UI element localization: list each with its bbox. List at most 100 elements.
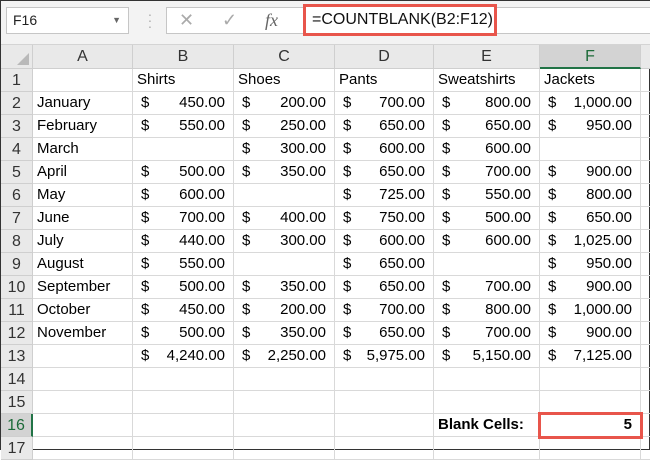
enter-icon[interactable]: ✓ bbox=[222, 10, 238, 30]
cell-F11[interactable]: $1,000.00 bbox=[540, 299, 641, 322]
cell-G15[interactable] bbox=[641, 391, 650, 414]
cell-G16[interactable] bbox=[641, 414, 650, 437]
cell-A17[interactable] bbox=[33, 437, 133, 460]
cell-F1[interactable]: Jackets bbox=[540, 69, 641, 92]
cell-D3[interactable]: $650.00 bbox=[335, 115, 434, 138]
cell-F13[interactable]: $7,125.00 bbox=[540, 345, 641, 368]
cell-B2[interactable]: $450.00 bbox=[133, 92, 234, 115]
cell-E3[interactable]: $650.00 bbox=[434, 115, 540, 138]
cell-F7[interactable]: $650.00 bbox=[540, 207, 641, 230]
cell-B3[interactable]: $550.00 bbox=[133, 115, 234, 138]
cell-A6[interactable]: May bbox=[33, 184, 133, 207]
row-header-7[interactable]: 7 bbox=[1, 207, 33, 230]
chevron-down-icon[interactable]: ▼ bbox=[112, 15, 121, 25]
cell-B12[interactable]: $500.00 bbox=[133, 322, 234, 345]
formula-text[interactable]: =COUNTBLANK(B2:F12) bbox=[303, 4, 497, 36]
row-header-2[interactable]: 2 bbox=[1, 92, 33, 115]
cell-C16[interactable] bbox=[234, 414, 335, 437]
cell-B8[interactable]: $440.00 bbox=[133, 230, 234, 253]
cell-B17[interactable] bbox=[133, 437, 234, 460]
row-header-8[interactable]: 8 bbox=[1, 230, 33, 253]
cell-G13[interactable] bbox=[641, 345, 650, 368]
row-header-10[interactable]: 10 bbox=[1, 276, 33, 299]
cell-F6[interactable]: $800.00 bbox=[540, 184, 641, 207]
column-header-A[interactable]: A bbox=[33, 45, 133, 69]
cell-E9[interactable] bbox=[434, 253, 540, 276]
cell-E16[interactable]: Blank Cells: bbox=[434, 414, 540, 437]
cell-C3[interactable]: $250.00 bbox=[234, 115, 335, 138]
cell-B4[interactable] bbox=[133, 138, 234, 161]
column-header-B[interactable]: B bbox=[133, 45, 234, 69]
row-header-11[interactable]: 11 bbox=[1, 299, 33, 322]
cell-A5[interactable]: April bbox=[33, 161, 133, 184]
cell-B9[interactable]: $550.00 bbox=[133, 253, 234, 276]
cell-B1[interactable]: Shirts bbox=[133, 69, 234, 92]
cell-A9[interactable]: August bbox=[33, 253, 133, 276]
cell-D8[interactable]: $600.00 bbox=[335, 230, 434, 253]
cell-A11[interactable]: October bbox=[33, 299, 133, 322]
row-header-13[interactable]: 13 bbox=[1, 345, 33, 368]
cell-G4[interactable] bbox=[641, 138, 650, 161]
row-header-6[interactable]: 6 bbox=[1, 184, 33, 207]
cell-A14[interactable] bbox=[33, 368, 133, 391]
cell-C10[interactable]: $350.00 bbox=[234, 276, 335, 299]
row-header-4[interactable]: 4 bbox=[1, 138, 33, 161]
cell-F10[interactable]: $900.00 bbox=[540, 276, 641, 299]
cell-F14[interactable] bbox=[540, 368, 641, 391]
column-header-F[interactable]: F bbox=[540, 45, 641, 69]
cell-D9[interactable]: $650.00 bbox=[335, 253, 434, 276]
cell-G10[interactable] bbox=[641, 276, 650, 299]
cell-A12[interactable]: November bbox=[33, 322, 133, 345]
cell-C7[interactable]: $400.00 bbox=[234, 207, 335, 230]
cell-C11[interactable]: $200.00 bbox=[234, 299, 335, 322]
cell-B10[interactable]: $500.00 bbox=[133, 276, 234, 299]
cell-C13[interactable]: $2,250.00 bbox=[234, 345, 335, 368]
cell-A15[interactable] bbox=[33, 391, 133, 414]
cell-B14[interactable] bbox=[133, 368, 234, 391]
cell-E5[interactable]: $700.00 bbox=[434, 161, 540, 184]
cell-E17[interactable] bbox=[434, 437, 540, 460]
insert-function-icon[interactable]: fx bbox=[265, 10, 278, 30]
row-header-1[interactable]: 1 bbox=[1, 69, 33, 92]
cell-D15[interactable] bbox=[335, 391, 434, 414]
cell-B7[interactable]: $700.00 bbox=[133, 207, 234, 230]
cell-G2[interactable] bbox=[641, 92, 650, 115]
cell-B16[interactable] bbox=[133, 414, 234, 437]
cell-F2[interactable]: $1,000.00 bbox=[540, 92, 641, 115]
cell-B15[interactable] bbox=[133, 391, 234, 414]
column-header-C[interactable]: C bbox=[234, 45, 335, 69]
cell-E11[interactable]: $800.00 bbox=[434, 299, 540, 322]
column-header-D[interactable]: D bbox=[335, 45, 434, 69]
cell-G11[interactable] bbox=[641, 299, 650, 322]
cell-B11[interactable]: $450.00 bbox=[133, 299, 234, 322]
cell-G5[interactable] bbox=[641, 161, 650, 184]
cell-D7[interactable]: $750.00 bbox=[335, 207, 434, 230]
cell-D1[interactable]: Pants bbox=[335, 69, 434, 92]
cell-E6[interactable]: $550.00 bbox=[434, 184, 540, 207]
cell-C1[interactable]: Shoes bbox=[234, 69, 335, 92]
cell-E2[interactable]: $800.00 bbox=[434, 92, 540, 115]
cell-D17[interactable] bbox=[335, 437, 434, 460]
cell-G12[interactable] bbox=[641, 322, 650, 345]
cell-F9[interactable]: $950.00 bbox=[540, 253, 641, 276]
row-header-12[interactable]: 12 bbox=[1, 322, 33, 345]
row-header-3[interactable]: 3 bbox=[1, 115, 33, 138]
cell-E1[interactable]: Sweatshirts bbox=[434, 69, 540, 92]
cell-C12[interactable]: $350.00 bbox=[234, 322, 335, 345]
cell-D11[interactable]: $700.00 bbox=[335, 299, 434, 322]
cell-B6[interactable]: $600.00 bbox=[133, 184, 234, 207]
cell-A1[interactable] bbox=[33, 69, 133, 92]
cell-C2[interactable]: $200.00 bbox=[234, 92, 335, 115]
cell-D13[interactable]: $5,975.00 bbox=[335, 345, 434, 368]
cell-D14[interactable] bbox=[335, 368, 434, 391]
cell-F4[interactable] bbox=[540, 138, 641, 161]
cancel-icon[interactable]: ✕ bbox=[179, 10, 195, 30]
column-header-E[interactable]: E bbox=[434, 45, 540, 69]
row-header-15[interactable]: 15 bbox=[1, 391, 33, 414]
cell-A2[interactable]: January bbox=[33, 92, 133, 115]
cell-A7[interactable]: June bbox=[33, 207, 133, 230]
cell-E7[interactable]: $500.00 bbox=[434, 207, 540, 230]
cell-E10[interactable]: $700.00 bbox=[434, 276, 540, 299]
cell-D5[interactable]: $650.00 bbox=[335, 161, 434, 184]
cell-E13[interactable]: $5,150.00 bbox=[434, 345, 540, 368]
